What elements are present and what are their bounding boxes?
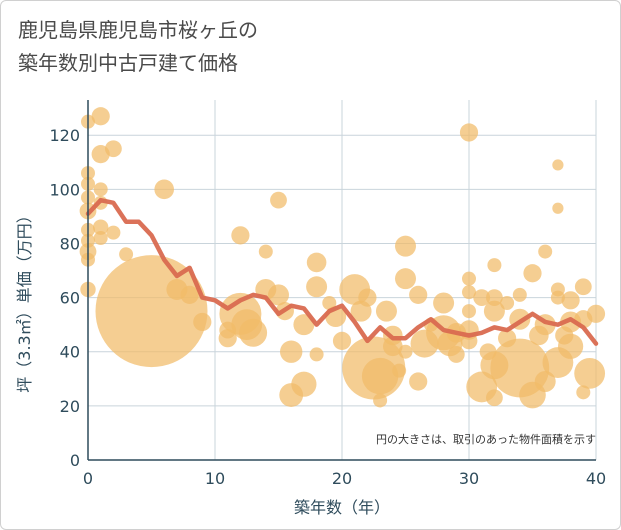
bubble-point bbox=[93, 219, 109, 235]
bubble-point bbox=[119, 247, 134, 262]
y-axis-title: 坪（3.3㎡）単価（万円） bbox=[15, 207, 34, 392]
bubble-point bbox=[231, 226, 250, 245]
bubble-point bbox=[473, 289, 491, 306]
bubble-point bbox=[270, 191, 287, 209]
bubble-point bbox=[105, 140, 122, 158]
bubble-point bbox=[552, 202, 564, 214]
y-tick-label: 80 bbox=[60, 234, 80, 253]
bubble-point bbox=[375, 300, 397, 322]
bubble-point bbox=[486, 389, 503, 407]
bubble-point bbox=[218, 329, 237, 348]
title-line-2: 築年数別中古戸建て価格 bbox=[18, 51, 238, 75]
bubble-point bbox=[398, 344, 413, 359]
bubble-point bbox=[154, 179, 174, 200]
y-tick-label: 40 bbox=[60, 343, 80, 362]
bubble-point bbox=[268, 284, 289, 306]
bubble-point bbox=[487, 258, 502, 273]
bubble-point bbox=[552, 159, 564, 171]
bubble-point bbox=[538, 244, 553, 259]
bubble-point bbox=[512, 287, 527, 302]
bubble-point bbox=[462, 285, 476, 300]
bubble-point bbox=[558, 333, 584, 359]
bubble-point bbox=[500, 296, 515, 311]
axes: 0 20 40 60 80 100 120 0 10 20 30 40 bbox=[49, 100, 606, 488]
bubble-point bbox=[258, 244, 273, 259]
bubble-point bbox=[574, 357, 606, 389]
bubble-point bbox=[291, 371, 317, 397]
bubble-point bbox=[395, 268, 416, 290]
x-tick-label: 40 bbox=[586, 469, 606, 488]
bubble-point bbox=[239, 318, 268, 347]
bubble-point bbox=[462, 304, 476, 319]
x-tick-label: 30 bbox=[459, 469, 479, 488]
y-tick-label: 60 bbox=[60, 289, 80, 308]
x-axis-title: 築年数（年） bbox=[294, 498, 390, 517]
bubble-point bbox=[462, 271, 476, 286]
bubble-point bbox=[306, 252, 327, 273]
bubble-point bbox=[483, 300, 505, 322]
x-tick-label: 20 bbox=[332, 469, 352, 488]
bubble-point bbox=[332, 331, 352, 351]
bubble-point bbox=[409, 372, 428, 391]
y-tick-label: 0 bbox=[70, 451, 80, 470]
bubble-point bbox=[106, 225, 121, 240]
bubble-point bbox=[534, 371, 556, 393]
bubble-size-note: 円の大きさは、取引のあった物件面積を示す bbox=[376, 432, 596, 446]
bubble-point bbox=[392, 363, 407, 378]
bubble-point bbox=[586, 304, 606, 323]
bubble-point bbox=[383, 336, 403, 357]
bubble-point bbox=[309, 347, 324, 362]
y-tick-label: 120 bbox=[49, 126, 80, 145]
bubble-point bbox=[459, 123, 479, 142]
x-tick-label: 10 bbox=[205, 469, 225, 488]
bubble-point bbox=[93, 231, 108, 246]
x-tick-label: 0 bbox=[83, 469, 93, 488]
bubble-point bbox=[550, 290, 565, 305]
bubble-layer bbox=[79, 107, 606, 409]
bubble-point bbox=[395, 235, 416, 257]
bubble-point bbox=[433, 292, 455, 314]
bubble-point bbox=[361, 357, 399, 395]
bubble-point bbox=[91, 107, 110, 126]
y-tick-label: 20 bbox=[60, 397, 80, 416]
bubble-point bbox=[280, 340, 303, 363]
bubble-point bbox=[561, 291, 580, 310]
y-tick-label: 100 bbox=[49, 180, 80, 199]
average-price-line bbox=[85, 197, 599, 346]
bubble-point bbox=[180, 285, 199, 304]
bubble-point bbox=[447, 346, 465, 363]
bubble-point bbox=[358, 288, 377, 307]
bubble-point bbox=[93, 182, 108, 197]
bubble-point bbox=[523, 264, 542, 283]
bubble-point bbox=[306, 276, 328, 298]
title-line-1: 鹿児島県鹿児島市桜ヶ丘の bbox=[18, 18, 258, 42]
trend-layer bbox=[85, 197, 599, 346]
bubble-point bbox=[293, 314, 315, 336]
bubble-point bbox=[373, 393, 388, 408]
bubble-point bbox=[574, 278, 592, 296]
chart-title: 鹿児島県鹿児島市桜ヶ丘の 築年数別中古戸建て価格 bbox=[18, 14, 578, 80]
bubble-point bbox=[576, 385, 591, 400]
bubble-point bbox=[193, 312, 212, 332]
bubble-point bbox=[409, 285, 428, 304]
